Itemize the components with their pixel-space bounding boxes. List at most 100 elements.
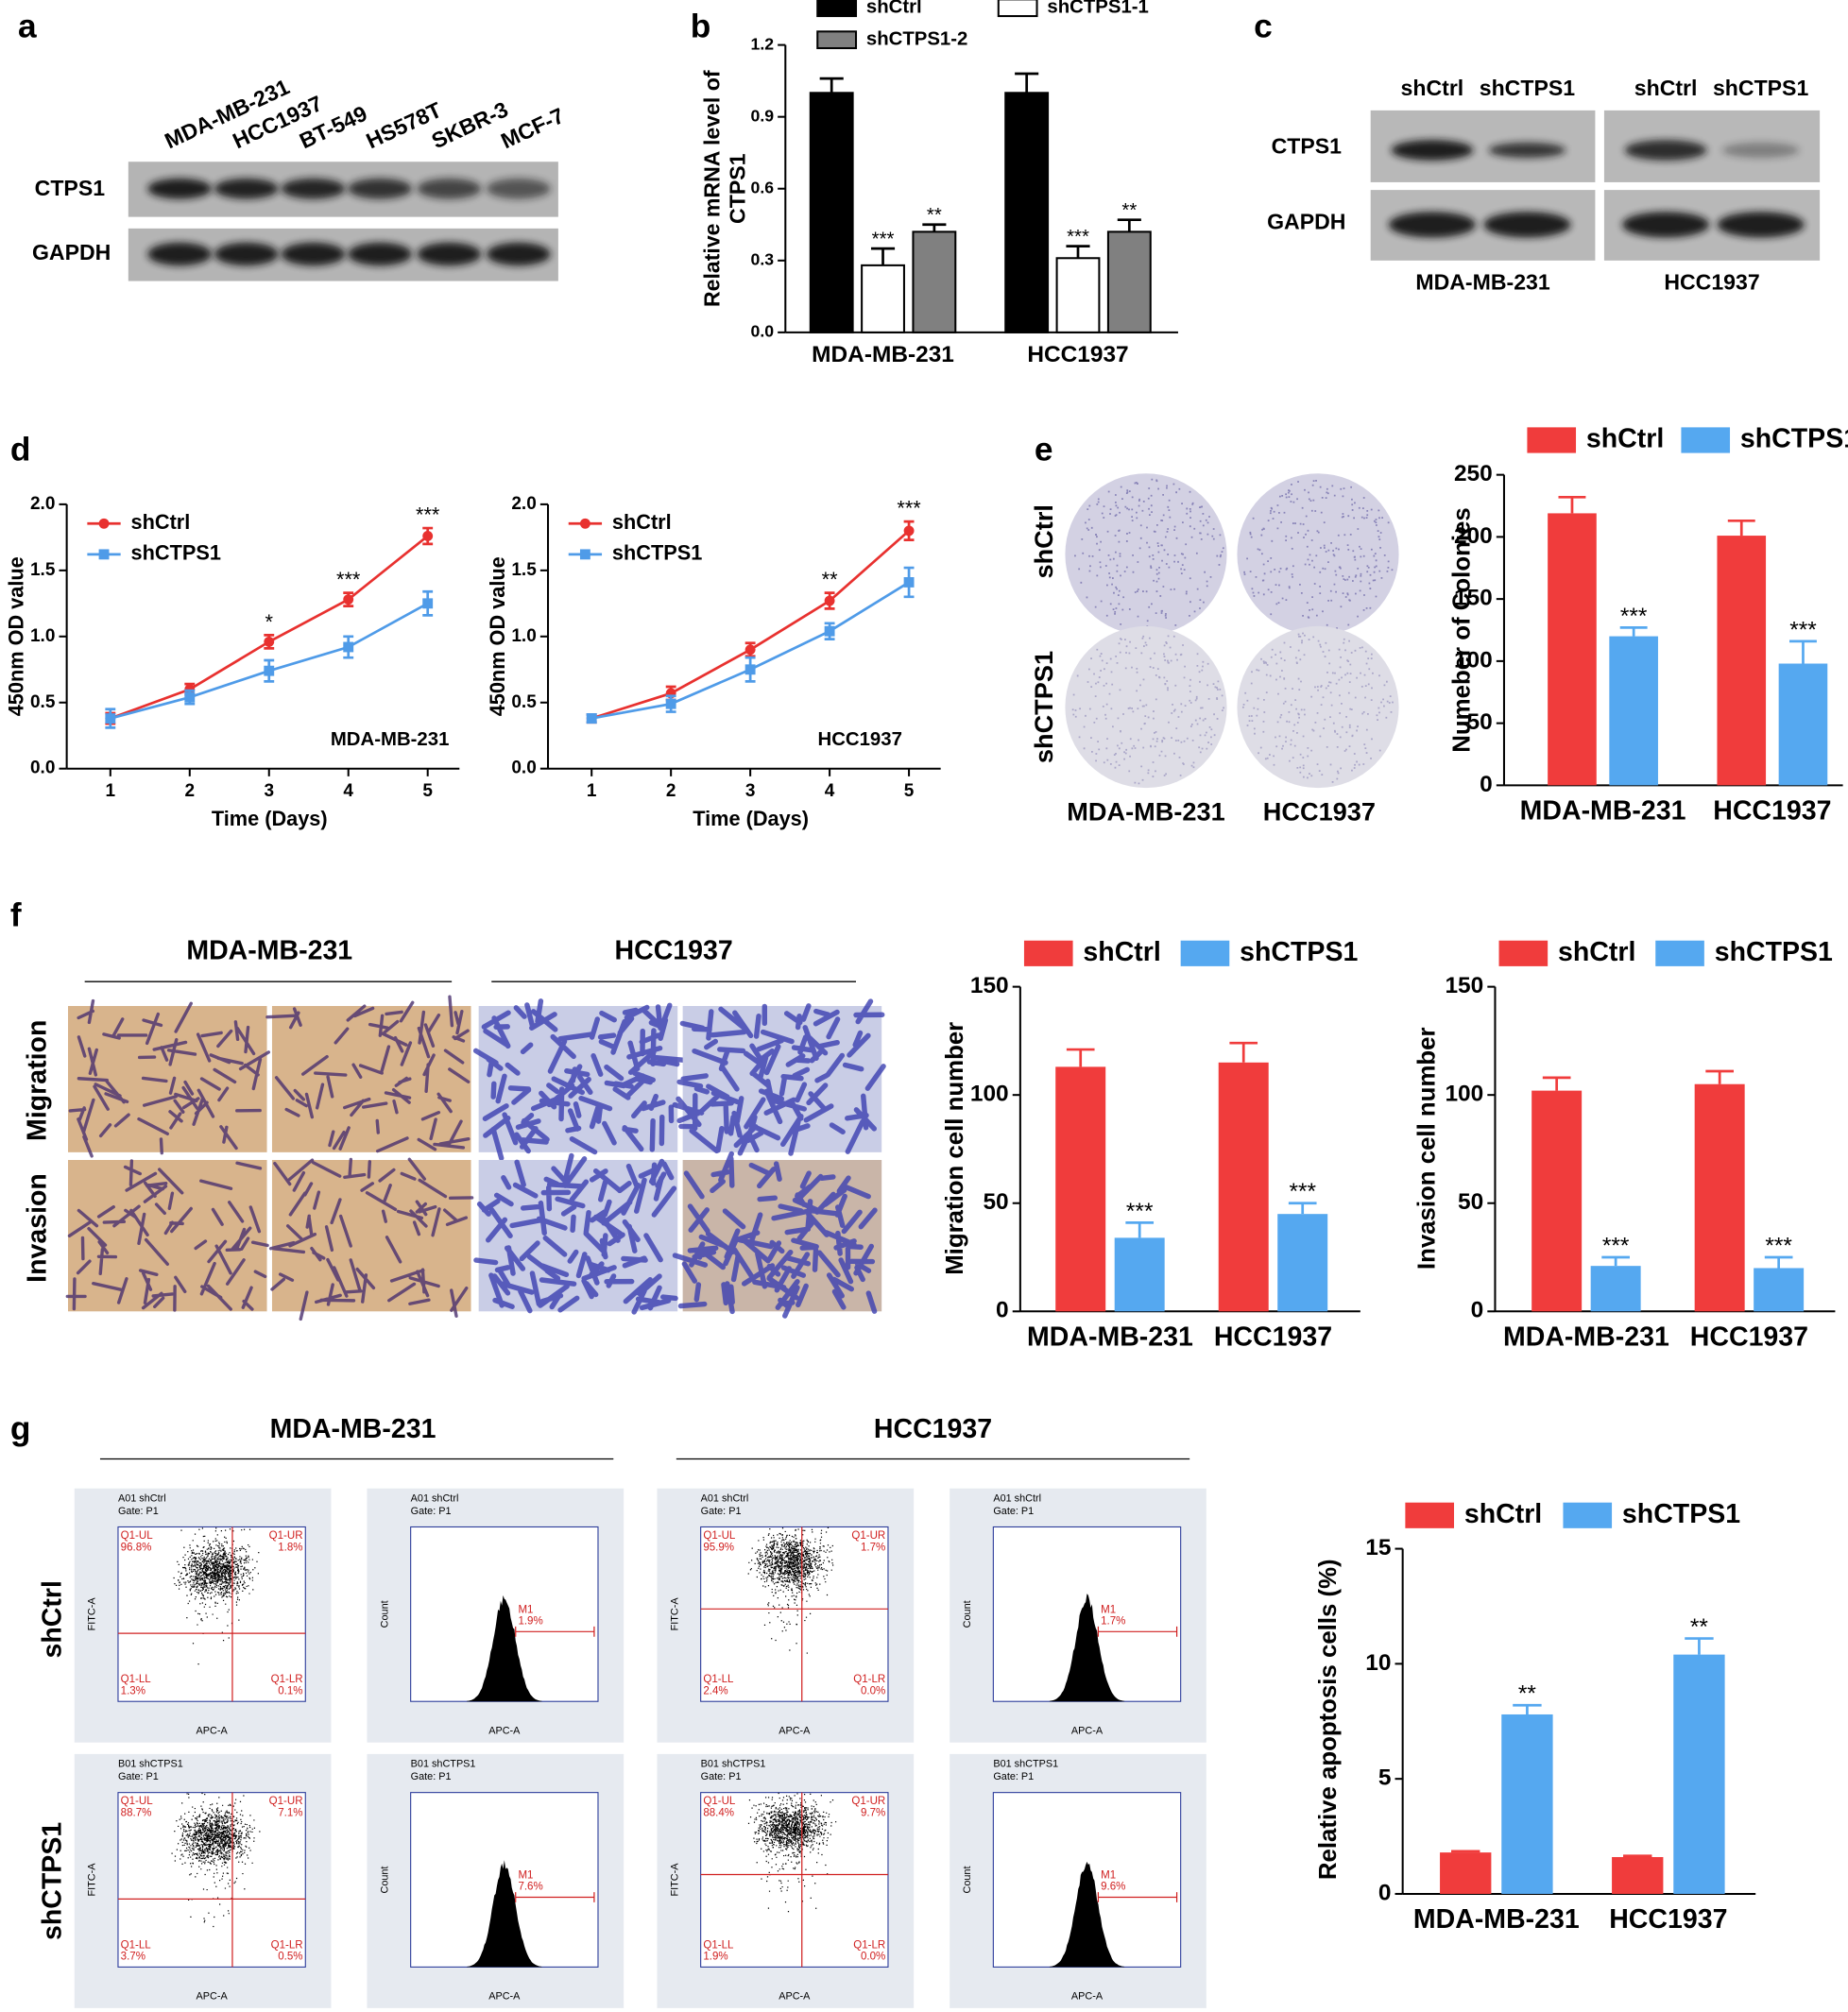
error-bar <box>1015 72 1039 94</box>
marker-range <box>1097 1626 1178 1637</box>
row-label: CTPS1 <box>35 176 106 200</box>
axis-label: APC-A <box>488 1991 521 2003</box>
x-tick-label: HCC1937 <box>1027 342 1128 367</box>
y-tick-label: 0.3 <box>751 249 775 268</box>
x-tick-label: HCC1937 <box>1609 1904 1727 1935</box>
marker <box>586 713 597 724</box>
error-bar <box>1542 1076 1571 1091</box>
bar <box>1055 257 1101 333</box>
band <box>1388 212 1477 238</box>
marker <box>343 594 354 605</box>
y-tick-label: 0 <box>1378 1880 1392 1905</box>
events <box>173 1527 260 1665</box>
y-tick-label: 0.5 <box>511 692 537 712</box>
legend-label: shCtrl <box>131 510 191 534</box>
panel-label: e <box>1035 432 1053 469</box>
quadrant-label: Q1-LL <box>121 1674 152 1685</box>
error-bar <box>1764 1255 1793 1269</box>
x-tick-label: HCC1937 <box>1690 1321 1808 1352</box>
error-bar <box>1685 1637 1714 1655</box>
marker <box>903 577 915 588</box>
bar <box>1612 1856 1664 1894</box>
significance: *** <box>1620 604 1648 629</box>
band <box>1391 140 1474 161</box>
y-tick-label: 1.0 <box>511 626 536 646</box>
y-tick-label: 200 <box>1454 523 1493 549</box>
legend-label: shCTPS1 <box>1715 937 1833 967</box>
plot-title: A01 shCtrl <box>411 1492 459 1504</box>
x-tick-label: 5 <box>904 781 915 801</box>
error-bar <box>1066 245 1090 259</box>
y-tick-label: 100 <box>1445 1082 1483 1107</box>
panel-label: f <box>10 897 22 934</box>
row-label: CTPS1 <box>1272 133 1343 158</box>
events <box>747 1792 837 1913</box>
y-axis-label: Relative mRNA level of <box>699 70 724 307</box>
bar <box>1277 1214 1328 1312</box>
marker-label: M1 <box>518 1604 533 1615</box>
row-label: Migration <box>22 1020 52 1141</box>
legend-swatch <box>1527 427 1577 453</box>
quadrant-label: Q1-UL <box>121 1796 154 1807</box>
band <box>147 242 213 266</box>
error-bar <box>1513 1703 1542 1714</box>
axis-label: APC-A <box>488 1725 521 1736</box>
error-bar <box>1705 1069 1734 1084</box>
band <box>348 242 413 266</box>
y-tick-label: 0.6 <box>751 178 775 196</box>
quadrant-label: Q1-UL <box>703 1796 736 1807</box>
error-bar <box>1125 1220 1155 1238</box>
band <box>214 242 279 266</box>
cells <box>265 995 471 1153</box>
panel-label: d <box>10 432 31 469</box>
marker <box>665 698 676 709</box>
bar <box>1055 1066 1106 1312</box>
axis-label: APC-A <box>1071 1725 1104 1736</box>
x-tick-label: 5 <box>422 781 433 801</box>
quadrant-percent: 1.8% <box>278 1542 302 1553</box>
micrograph <box>271 1006 471 1152</box>
plot-gate: Gate: P1 <box>118 1506 159 1517</box>
quadrant-label: Q1-UL <box>121 1530 154 1542</box>
plot-gate: Gate: P1 <box>701 1771 742 1782</box>
error-bar <box>1727 519 1755 537</box>
y-axis-label: Migration cell number <box>942 1022 968 1275</box>
band <box>214 178 279 199</box>
legend-swatch <box>816 0 858 18</box>
quadrant-percent: 1.9% <box>703 1952 727 1963</box>
quadrant-label: Q1-UR <box>851 1796 885 1807</box>
panel-label: b <box>691 8 711 44</box>
y-tick-label: 50 <box>983 1189 1008 1215</box>
y-tick-label: 5 <box>1378 1765 1392 1791</box>
legend-swatch <box>1681 427 1731 453</box>
x-tick-label: 1 <box>106 781 116 801</box>
x-tick-label: MDA-MB-231 <box>1520 795 1686 826</box>
y-tick-label: 1.5 <box>511 560 537 580</box>
panel-label: c <box>1254 8 1273 44</box>
y-tick-label: 100 <box>970 1082 1009 1107</box>
plot-area <box>700 1792 889 1968</box>
x-tick-label: MDA-MB-231 <box>1027 1321 1193 1352</box>
bar <box>861 264 905 333</box>
y-tick-label: 0.5 <box>30 692 56 712</box>
bar <box>1440 1852 1492 1894</box>
significance: *** <box>1289 1179 1316 1204</box>
plot-gate: Gate: P1 <box>993 1506 1034 1517</box>
column-label: HCC1937 <box>1263 796 1376 826</box>
legend-swatch <box>1498 940 1549 966</box>
legend-label: shCTPS1 <box>1622 1499 1740 1529</box>
marker-percent: 7.6% <box>518 1882 542 1893</box>
axis-label: APC-A <box>197 1991 229 2003</box>
cell-line-label: MDA-MB-231 <box>1415 269 1549 294</box>
band <box>1488 142 1566 159</box>
x-tick-label: 2 <box>666 781 676 801</box>
x-tick-label: 1 <box>587 781 597 801</box>
bar <box>1609 636 1658 786</box>
y-tick-label: 250 <box>1454 461 1493 486</box>
row-label: GAPDH <box>32 240 111 264</box>
marker <box>744 664 756 675</box>
band <box>417 242 482 266</box>
plot-gate: Gate: P1 <box>701 1506 742 1517</box>
quadrant-label: Q1-LL <box>703 1674 734 1685</box>
